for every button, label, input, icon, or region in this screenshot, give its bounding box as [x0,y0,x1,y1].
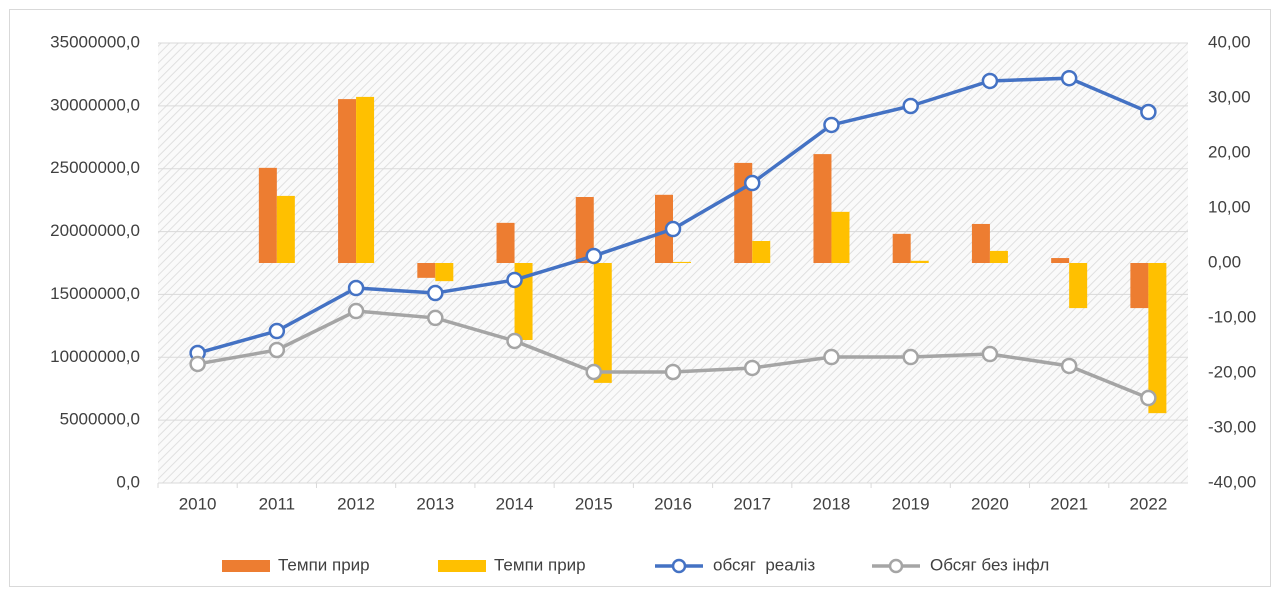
y-tick-label: 30000000,0 [50,95,140,114]
x-tick-label: 2015 [575,494,613,513]
x-tick-label: 2019 [892,494,930,513]
y2-tick-label: -40,00 [1208,472,1256,491]
bar [673,261,691,263]
marker [902,97,919,115]
bar [831,211,850,263]
marker [664,220,682,238]
y2-tick-label: -30,00 [1208,417,1256,436]
y-tick-label: 0,0 [116,472,140,491]
bar [989,250,1008,263]
y2-tick-label: 20,00 [1208,142,1251,161]
y-tick-label: 20000000,0 [50,221,140,240]
legend-label: Темпи прир [278,555,370,574]
bar [1069,263,1088,309]
x-tick-label: 2011 [259,494,296,513]
y2-tick-label: 40,00 [1208,32,1251,51]
legend-label: Темпи прир [494,555,586,574]
y2-tick-label: 0,00 [1208,252,1241,271]
marker [981,345,999,363]
bar [338,99,357,263]
marker [981,72,999,90]
legend-label: обсяг реаліз [713,555,815,574]
marker [1060,69,1078,87]
marker [1140,103,1157,121]
marker [506,271,523,289]
marker [664,363,682,381]
bar [593,263,612,383]
marker [268,322,286,340]
marker [347,302,365,320]
y2-tick-label: -20,00 [1208,362,1256,381]
marker [189,355,206,373]
y-tick-label: 25000000,0 [50,158,140,177]
legend-swatch [222,560,270,572]
x-tick-label: 2020 [971,494,1009,513]
marker [347,279,365,297]
bar [496,222,515,263]
bar [417,263,436,278]
y2-tick-label: -10,00 [1208,307,1256,326]
marker [743,359,761,377]
bar [971,223,990,263]
legend-marker [888,558,904,574]
marker [743,174,761,192]
legend-label: Обсяг без інфл [930,555,1049,574]
marker [1140,389,1157,407]
bar [575,197,594,263]
bar [752,241,771,263]
y-tick-label: 15000000,0 [50,284,140,303]
x-tick-label: 2013 [416,494,454,513]
bar [892,233,911,263]
bar [1130,263,1149,309]
y-tick-label: 10000000,0 [50,347,140,366]
x-tick-label: 2016 [654,494,692,513]
bar [435,263,454,282]
x-tick-label: 2021 [1050,494,1088,513]
marker [902,348,919,366]
bar [258,167,277,263]
marker [268,341,286,359]
marker [427,284,444,302]
x-tick-label: 2022 [1129,494,1167,513]
y-tick-label: 35000000,0 [50,32,140,51]
x-tick-label: 2012 [337,494,375,513]
x-tick-label: 2018 [813,494,851,513]
legend-marker [671,558,687,574]
y2-tick-label: 10,00 [1208,197,1251,216]
bar [1148,263,1167,414]
x-tick-label: 2010 [179,494,217,513]
bar [1051,258,1070,263]
bar [276,195,295,263]
y-tick-label: 5000000,0 [60,410,140,429]
bar [813,154,832,263]
bar [356,96,375,264]
bar [910,260,929,263]
y2-tick-label: 30,00 [1208,87,1251,106]
x-tick-label: 2017 [733,494,771,513]
marker [1060,357,1078,375]
marker [506,332,523,350]
marker [823,348,840,366]
marker [585,363,603,381]
marker [427,309,444,327]
marker [585,247,603,265]
marker [823,116,840,134]
bar [655,194,673,263]
legend-swatch [438,560,486,572]
x-tick-label: 2014 [496,494,534,513]
